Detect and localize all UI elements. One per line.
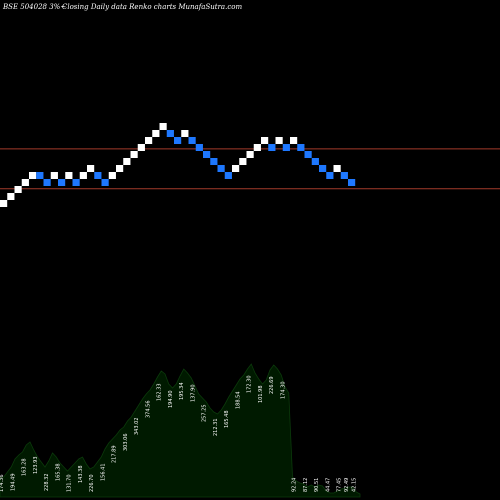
volume-label: 162.33 xyxy=(157,384,163,402)
volume-label: 194.90 xyxy=(168,391,174,409)
volume-label: 195.34 xyxy=(179,383,185,401)
renko-brick-up xyxy=(108,172,116,179)
renko-brick-down xyxy=(282,144,290,151)
renko-brick-up xyxy=(261,137,269,144)
renko-brick-down xyxy=(94,172,102,179)
renko-brick-down xyxy=(348,179,356,186)
volume-label: 143.38 xyxy=(78,466,84,484)
renko-brick-up xyxy=(159,123,167,130)
renko-brick-up xyxy=(181,130,189,137)
volume-label: 165.48 xyxy=(224,411,230,429)
renko-brick-down xyxy=(72,179,80,186)
renko-brick-down xyxy=(166,130,174,137)
renko-brick-up xyxy=(65,172,73,179)
volume-label: 172.30 xyxy=(247,376,253,394)
renko-bricks xyxy=(0,123,356,207)
renko-brick-up xyxy=(7,193,15,200)
renko-brick-up xyxy=(333,165,341,172)
renko-brick-up xyxy=(152,130,160,137)
renko-brick-down xyxy=(319,165,327,172)
volume-area-shape xyxy=(0,363,361,498)
renko-brick-down xyxy=(43,179,51,186)
renko-brick-up xyxy=(29,172,37,179)
renko-brick-down xyxy=(195,144,203,151)
renko-brick-down xyxy=(340,172,348,179)
volume-area xyxy=(0,363,361,498)
renko-brick-up xyxy=(275,137,283,144)
volume-label: 194.49 xyxy=(10,474,16,492)
renko-brick-up xyxy=(79,172,87,179)
renko-brick-up xyxy=(232,165,240,172)
renko-brick-up xyxy=(239,158,247,165)
volume-label: 174.36 xyxy=(0,475,5,493)
renko-brick-up xyxy=(123,158,131,165)
renko-brick-down xyxy=(304,151,312,158)
volume-labels: 174.36 194.49 163.28 123.93 228.32 165.38 131.… xyxy=(0,376,358,493)
renko-brick-up xyxy=(246,151,254,158)
volume-label: 226.70 xyxy=(89,475,95,493)
volume-label: 228.32 xyxy=(44,474,50,492)
volume-label: 123.93 xyxy=(33,457,39,475)
renko-brick-up xyxy=(21,179,29,186)
renko-brick-up xyxy=(87,165,95,172)
volume-label: 90.51 xyxy=(314,478,320,492)
renko-brick-down xyxy=(203,151,211,158)
renko-brick-down xyxy=(36,172,44,179)
renko-brick-up xyxy=(130,151,138,158)
volume-label: 44.47 xyxy=(325,478,331,492)
volume-label: 226.69 xyxy=(269,377,275,395)
volume-label: 131.70 xyxy=(67,475,73,493)
volume-label: 174.30 xyxy=(280,382,286,400)
renko-brick-down xyxy=(268,144,276,151)
renko-brick-down xyxy=(326,172,334,179)
volume-label: 163.28 xyxy=(22,459,28,477)
renko-brick-up xyxy=(137,144,145,151)
renko-brick-up xyxy=(145,137,153,144)
volume-label: 101.98 xyxy=(258,386,264,404)
renko-brick-down xyxy=(210,158,218,165)
volume-label: 87.12 xyxy=(303,478,309,492)
volume-label: 188.54 xyxy=(235,392,241,410)
volume-label: 303.06 xyxy=(123,434,129,452)
volume-label: 77.45 xyxy=(337,478,343,492)
renko-brick-up xyxy=(253,144,261,151)
volume-label: 42.15 xyxy=(352,478,358,492)
volume-label: 137.90 xyxy=(190,385,196,403)
renko-brick-down xyxy=(297,144,305,151)
volume-label: 343.02 xyxy=(134,418,140,436)
reference-lines xyxy=(0,148,500,190)
volume-label: 92.49 xyxy=(344,478,350,492)
renko-brick-down xyxy=(188,137,196,144)
volume-label: 374.56 xyxy=(145,401,151,419)
renko-brick-down xyxy=(101,179,109,186)
renko-brick-up xyxy=(116,165,124,172)
renko-brick-down xyxy=(217,165,225,172)
renko-brick-up xyxy=(0,200,8,207)
renko-brick-down xyxy=(311,158,319,165)
volume-label: 92.24 xyxy=(292,478,298,492)
renko-brick-down xyxy=(58,179,66,186)
renko-brick-up xyxy=(50,172,58,179)
volume-label: 165.38 xyxy=(55,464,61,482)
renko-brick-down xyxy=(224,172,232,179)
chart-header-right: Closing Daily data Renko charts MunafaSu… xyxy=(62,3,243,11)
volume-label: 217.89 xyxy=(112,446,118,464)
chart-header-left: BSE 504028 3%~ xyxy=(3,3,67,11)
renko-brick-up xyxy=(14,186,22,193)
volume-label: 156.41 xyxy=(100,464,106,482)
volume-label: 212.31 xyxy=(213,419,219,437)
renko-brick-up xyxy=(290,137,298,144)
volume-label: 257.25 xyxy=(202,405,208,423)
renko-brick-down xyxy=(174,137,182,144)
